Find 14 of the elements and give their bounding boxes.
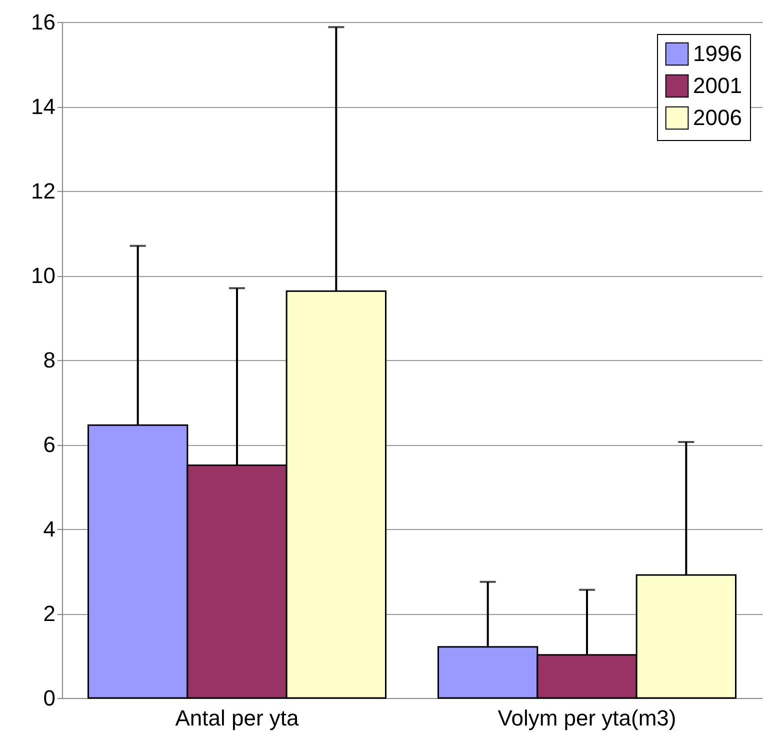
legend-label: 1996 [693,41,742,66]
x-tick-label: Volym per yta(m3) [498,706,676,730]
legend-label: 2001 [693,73,742,98]
x-tick-label: Antal per yta [175,706,300,730]
y-tick-label: 4 [43,516,56,542]
y-tick-label: 16 [31,10,56,34]
legend-label: 2006 [693,105,742,130]
y-tick-label: 6 [43,432,56,457]
y-tick-label: 14 [31,94,56,119]
y-tick-label: 12 [31,178,56,204]
y-tick-label: 0 [43,686,56,710]
y-tick-label: 8 [43,348,56,372]
y-tick-label: 2 [43,601,56,626]
y-tick-label: 10 [31,263,56,288]
